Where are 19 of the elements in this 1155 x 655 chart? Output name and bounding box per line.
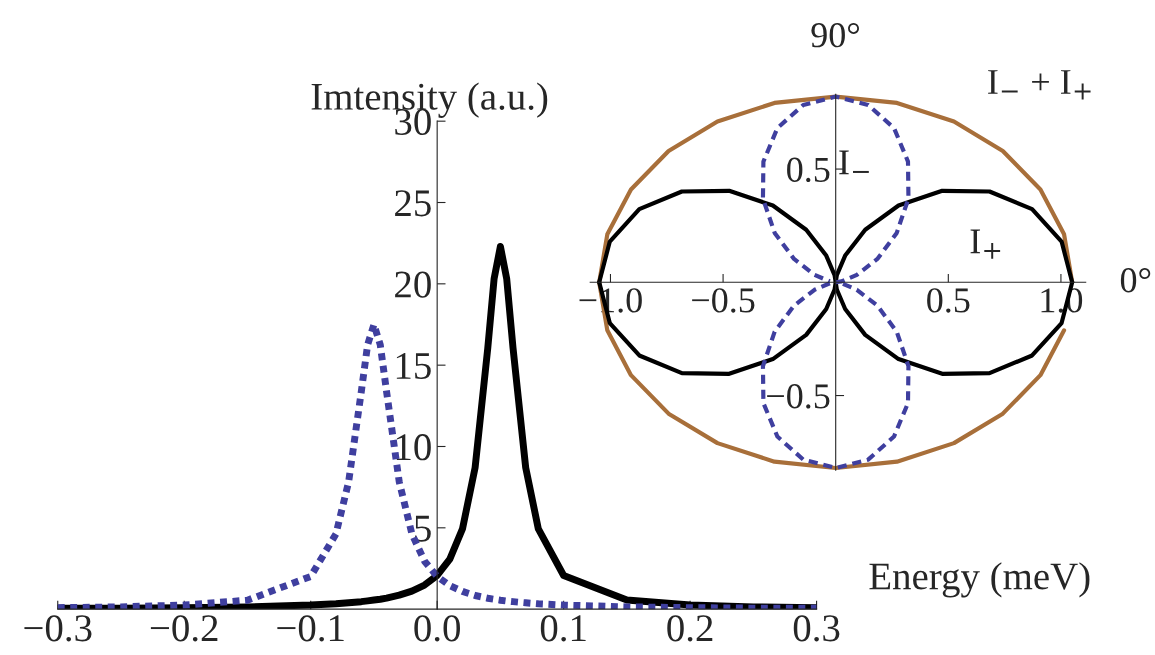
annotation: I$_{+}$: [970, 229, 1001, 259]
x-tick-label: −0.2: [150, 615, 218, 642]
y-tick-label: 10: [396, 434, 431, 461]
x-tick-label: −0.1: [277, 615, 344, 642]
annotation: I$_{−}$: [839, 150, 869, 175]
x-tick-label: −0.3: [24, 615, 92, 642]
y-tick-label: 15: [396, 352, 431, 380]
annotation: I$_{−}$ + I$_{+}$: [988, 70, 1091, 100]
y-tick-label: 20: [395, 271, 431, 298]
x-axis-title: Energy (meV): [869, 562, 1090, 598]
x-tick-label: 0.0: [414, 615, 460, 642]
x-tick-label: 0.5: [927, 288, 970, 313]
text: 90°: [811, 22, 859, 48]
x-tick-label: 0.2: [667, 615, 713, 642]
text: 0°: [1120, 268, 1151, 293]
y-tick-label: 25: [395, 190, 431, 217]
x-tick-label: 0.3: [793, 615, 840, 642]
x-tick-label: −0.5: [692, 288, 755, 313]
x-tick-label: 0.1: [540, 615, 586, 642]
